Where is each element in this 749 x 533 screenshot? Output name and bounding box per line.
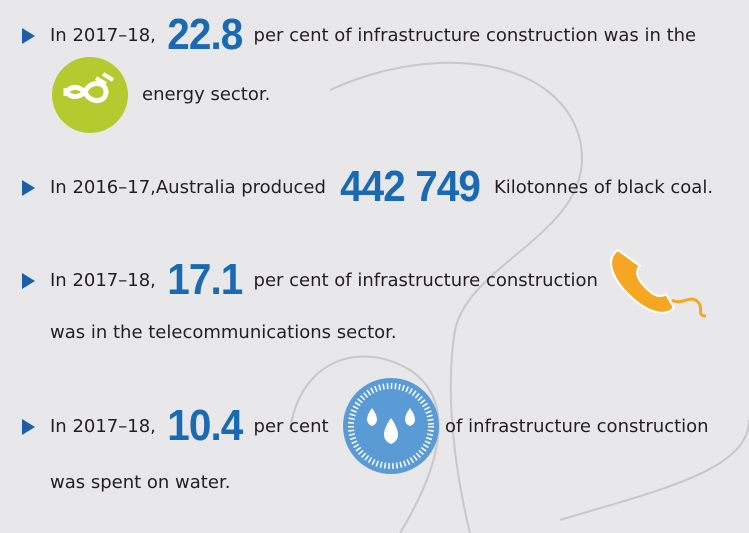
prefix: In 2017–18, [50, 415, 156, 437]
bullet [22, 419, 35, 435]
bullet [22, 180, 35, 196]
curve [289, 355, 440, 533]
text: Kilotonnes of black coal. [493, 176, 714, 198]
prefix: In 2017–18, [50, 24, 156, 46]
figure: 442 749 [339, 162, 481, 211]
prefix: In 2016–17,Australia produced [50, 176, 326, 198]
figure: 22.8 [167, 10, 243, 59]
item-line: In 2017–18, 17.1 per cent of infrastruct… [50, 255, 598, 304]
item-line: In 2017–18, 10.4 per cent [50, 401, 329, 450]
energy-icon [52, 57, 128, 133]
bullet [22, 28, 35, 44]
prefix: In 2017–18, [50, 269, 156, 291]
figure: 17.1 [167, 255, 243, 304]
continuation: energy sector. [142, 84, 271, 105]
curve [559, 419, 749, 521]
text: per cent of infrastructure construction … [253, 24, 697, 46]
curve [329, 61, 583, 533]
continuation: was spent on water. [50, 472, 231, 493]
phone-icon [610, 248, 707, 318]
water-icon [343, 378, 439, 474]
text: of infrastructure construction [445, 416, 709, 437]
continuation: was in the telecommunications sector. [50, 322, 397, 343]
bullet [22, 273, 35, 289]
item-line: In 2016–17,Australia produced 442 749 Ki… [50, 162, 714, 211]
text: per cent of infrastructure construction [253, 269, 598, 291]
text: per cent [253, 415, 329, 437]
figure: 10.4 [167, 401, 243, 450]
item-line: In 2017–18, 22.8 per cent of infrastruct… [50, 10, 697, 59]
